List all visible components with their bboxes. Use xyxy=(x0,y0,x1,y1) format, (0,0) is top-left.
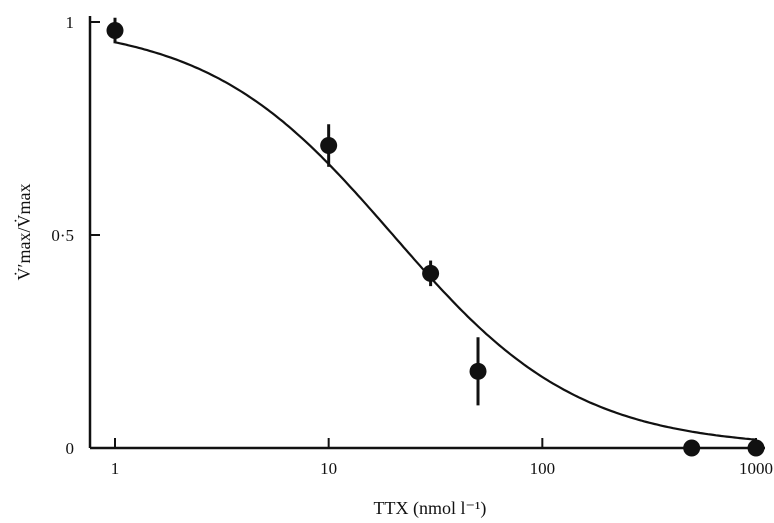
x-axis-label: TTX (nmol l⁻¹) xyxy=(374,498,487,519)
points-layer xyxy=(106,17,765,457)
fit-curve xyxy=(114,41,757,441)
x-tick-label: 10 xyxy=(320,459,337,478)
data-point xyxy=(683,439,701,457)
data-point xyxy=(106,22,124,40)
data-point xyxy=(747,439,765,457)
axes xyxy=(88,16,765,450)
data-point xyxy=(320,137,338,155)
y-tick-label: 0 xyxy=(66,439,75,458)
ticks: 1 10 100 1000 0 0·5 1 xyxy=(51,13,773,478)
x-tick-label: 1000 xyxy=(739,459,773,478)
data-point xyxy=(422,264,440,282)
fit-layer xyxy=(114,41,757,441)
y-axis-label: V̇′max/V̇max xyxy=(13,184,34,281)
y-tick-label: 0·5 xyxy=(51,226,74,245)
data-point xyxy=(469,362,487,380)
x-tick-label: 1 xyxy=(111,459,120,478)
x-tick-label: 100 xyxy=(530,459,556,478)
y-tick-label: 1 xyxy=(66,13,75,32)
